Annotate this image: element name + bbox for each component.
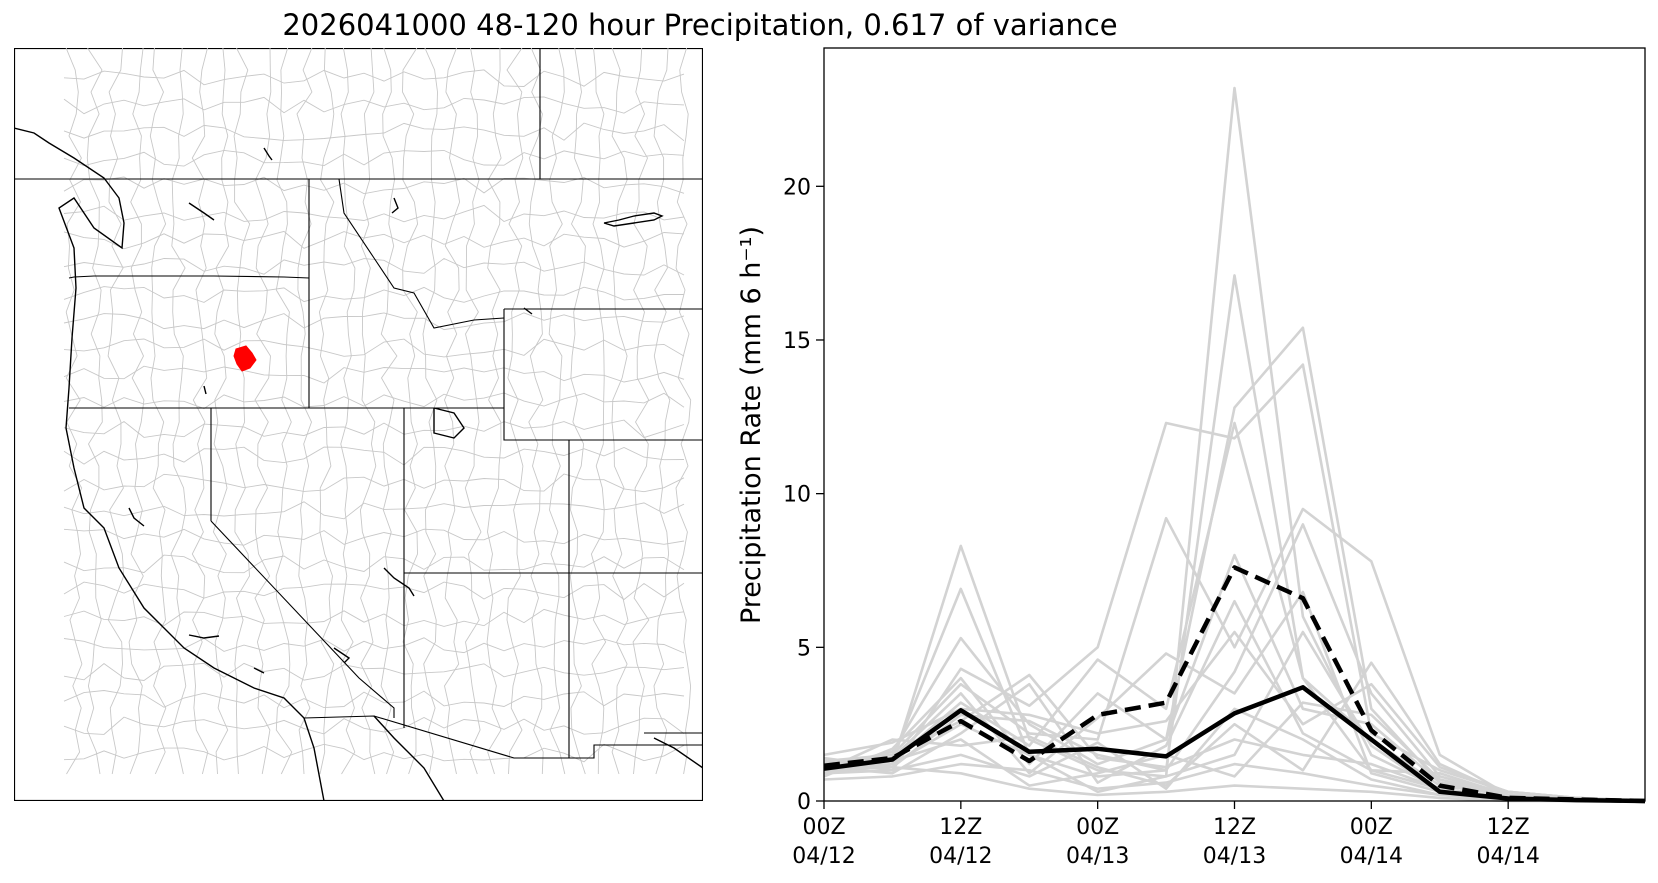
- x-tick-label: 12Z: [1213, 815, 1256, 840]
- basin-boundaries: [63, 48, 692, 775]
- observed-line: [823, 685, 1646, 804]
- ensemble-member-line: [823, 363, 1646, 803]
- highlighted-basin: [233, 345, 257, 372]
- forecast-mean-dashed-line: [823, 565, 1646, 804]
- x-tick-label: 04/12: [792, 844, 855, 869]
- x-tick-label: 00Z: [1350, 815, 1393, 840]
- ensemble-member-line: [823, 701, 1646, 803]
- x-tick-label: 12Z: [939, 815, 982, 840]
- y-tick-label: 10: [783, 483, 811, 508]
- x-tick-label: 04/14: [1476, 844, 1539, 869]
- x-tick-label: 04/14: [1340, 844, 1403, 869]
- figure-title: 2026041000 48-120 hour Precipitation, 0.…: [282, 8, 1118, 42]
- state-borders: [14, 48, 703, 759]
- x-tick-label: 04/13: [1203, 844, 1266, 869]
- basin-map: [14, 48, 703, 801]
- x-tick-label: 00Z: [802, 815, 845, 840]
- y-tick-label: 15: [783, 329, 811, 354]
- x-tick-label: 00Z: [1076, 815, 1119, 840]
- y-tick-label: 5: [797, 636, 811, 661]
- x-tick-label: 12Z: [1487, 815, 1530, 840]
- y-tick-label: 0: [797, 790, 811, 815]
- y-axis-label: Precipitation Rate (mm 6 h⁻¹): [736, 226, 767, 624]
- x-tick-label: 04/13: [1066, 844, 1129, 869]
- x-tick-label: 04/12: [929, 844, 992, 869]
- y-tick-label: 20: [783, 175, 811, 200]
- coastline: [14, 127, 703, 801]
